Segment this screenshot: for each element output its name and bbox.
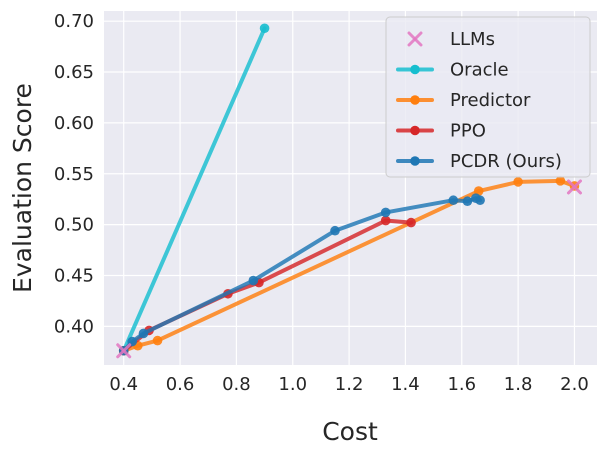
- x-tick-label: 1.2: [335, 374, 364, 395]
- y-tick-label: 0.45: [54, 265, 94, 286]
- predictor-point: [513, 177, 523, 187]
- predictor-point: [152, 335, 163, 346]
- x-tick-label: 0.8: [222, 374, 251, 395]
- pcdr-ours-point: [330, 225, 340, 236]
- oracle-point: [259, 23, 270, 34]
- pcdr-ours-point: [462, 196, 473, 207]
- y-tick-label: 0.70: [54, 11, 94, 32]
- llm-point: [116, 343, 132, 359]
- legend-predictor-marker: [410, 95, 420, 105]
- y-tick-label: 0.40: [54, 316, 94, 337]
- pcdr-ours-point: [448, 195, 459, 206]
- pcdr-ours-point: [475, 195, 485, 206]
- series-lines: [118, 23, 580, 356]
- legend-ppo-label: PPO: [450, 121, 486, 142]
- legend: LLMs Oracle Predictor PPO PCDR (Ours): [385, 16, 591, 178]
- legend-llms-label: LLMs: [450, 29, 495, 50]
- llm-marker-stroke: [407, 31, 423, 47]
- legend-pcdr-ours-label: PCDR (Ours): [450, 151, 562, 172]
- y-tick-label: 0.60: [54, 113, 94, 134]
- predictor-point: [555, 176, 566, 186]
- legend-box: [385, 16, 591, 178]
- llm-markers: [116, 179, 582, 359]
- y-tick-label: 0.55: [54, 164, 94, 185]
- y-axis-title: Evaluation Score: [8, 83, 37, 293]
- y-tick-label: 0.50: [54, 215, 94, 236]
- y-tick-label: 0.65: [54, 62, 94, 83]
- legend-pcdr-ours-marker: [410, 156, 420, 166]
- legend-oracle-label: Oracle: [450, 60, 509, 81]
- pcdr-ours-point: [138, 328, 149, 339]
- legend-llms-marker: [407, 31, 423, 47]
- x-tick-label: 2.0: [560, 374, 589, 395]
- x-tick-label: 0.6: [166, 374, 195, 395]
- llm-marker-stroke: [116, 343, 132, 359]
- ppo-point: [380, 215, 391, 226]
- legend-ppo-marker: [410, 125, 420, 136]
- legend-entries: LLMs Oracle Predictor PPO PCDR (Ours): [396, 29, 562, 172]
- pcdr-ours-point: [380, 207, 391, 218]
- legend-predictor-label: Predictor: [450, 90, 531, 111]
- x-tick-label: 0.4: [109, 374, 138, 395]
- oracle-series-line: [121, 26, 267, 353]
- pcdr-ours-point: [248, 275, 259, 286]
- legend-oracle-marker: [410, 64, 420, 75]
- x-tick-label: 1.0: [278, 374, 307, 395]
- x-axis-title: Cost: [322, 417, 378, 446]
- llm-point: [566, 179, 582, 195]
- x-tick-label: 1.4: [391, 374, 420, 395]
- x-tick-label: 1.8: [504, 374, 533, 395]
- ppo-point: [406, 217, 416, 228]
- tick-labels: 0.4 0.6 0.8 1.0 1.2 1.4 1.6 1.8 2.0 0.40 0.45 0.50 0…: [54, 11, 589, 395]
- llm-marker-stroke: [566, 179, 582, 195]
- x-tick-label: 1.6: [447, 374, 476, 395]
